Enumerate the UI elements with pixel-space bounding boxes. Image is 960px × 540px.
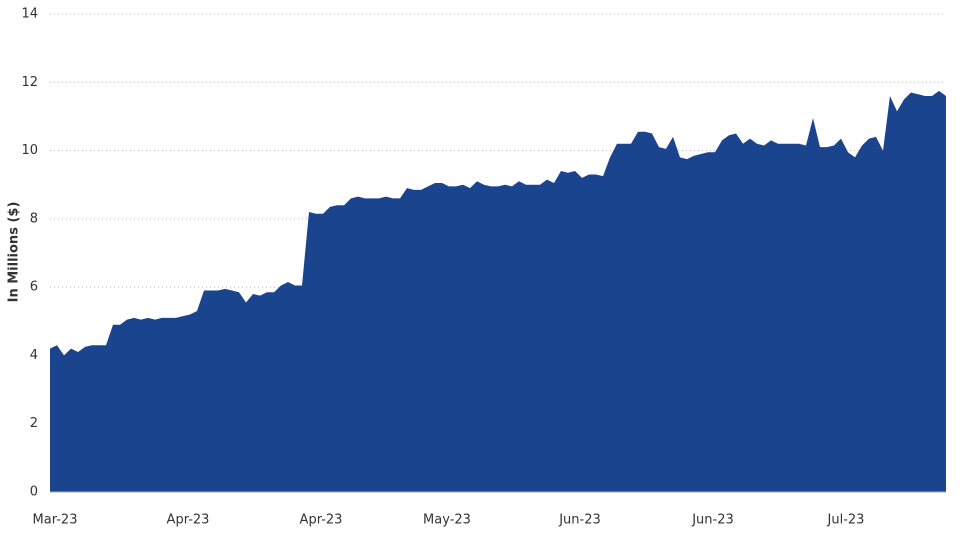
area: [50, 90, 946, 492]
x-tick-label: Apr-23: [167, 513, 210, 528]
y-tick-label: 8: [30, 211, 38, 226]
y-tick-label: 6: [30, 280, 38, 295]
x-tick-label: Jul-23: [827, 513, 865, 528]
y-tick-label: 2: [30, 416, 38, 431]
x-tick-label: Mar-23: [33, 513, 78, 528]
y-tick-label: 4: [30, 348, 38, 363]
y-axis-label: In Millions ($): [7, 202, 22, 303]
x-tick-label: Jun-23: [558, 513, 601, 528]
y-tick-label: 10: [21, 143, 38, 158]
x-tick-label: Apr-23: [300, 513, 343, 528]
y-tick-label: 0: [30, 485, 38, 500]
x-tick-label: May-23: [423, 513, 471, 528]
y-tick-label: 12: [21, 75, 38, 90]
y-tick-label: 14: [21, 7, 38, 22]
x-tick-label: Jun-23: [691, 513, 734, 528]
